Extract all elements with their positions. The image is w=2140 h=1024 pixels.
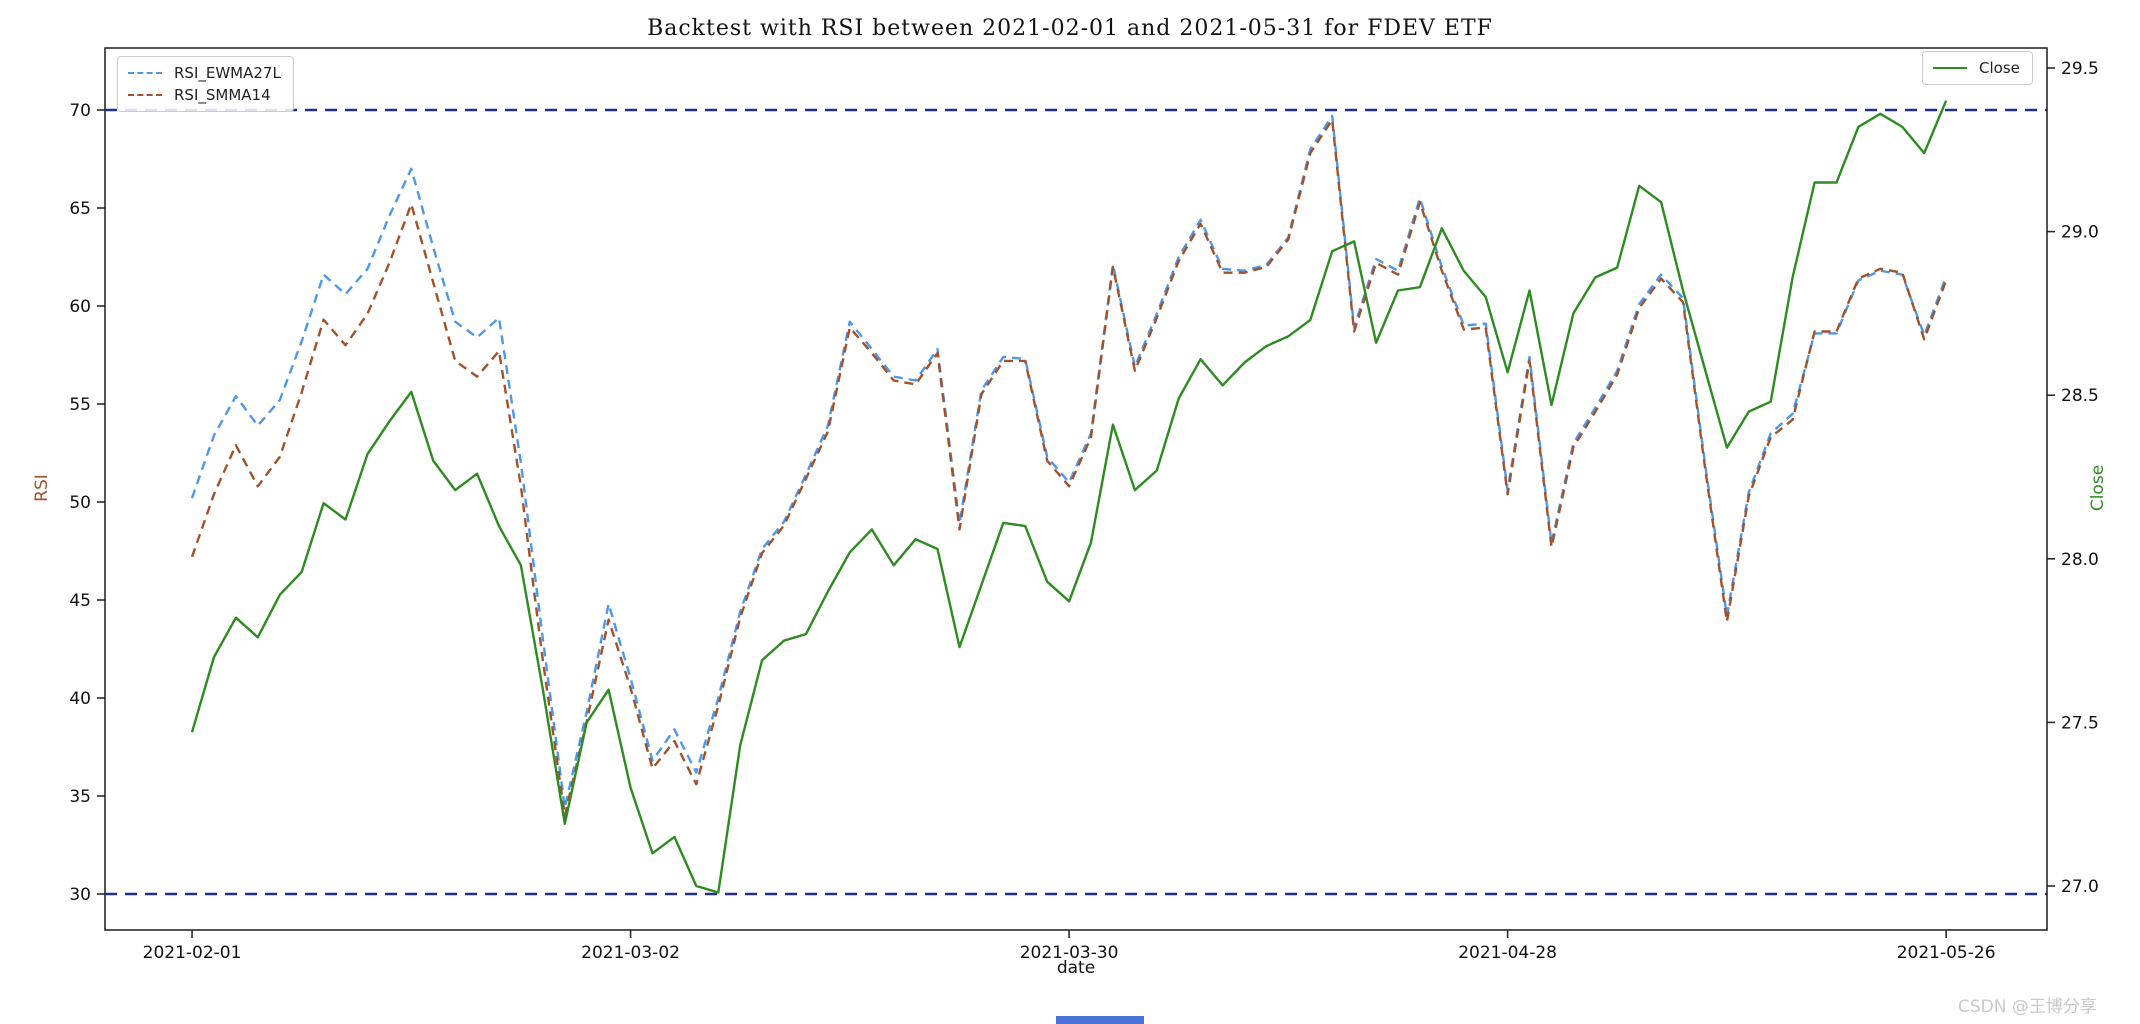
rsi-ewma-line-swatch [128,72,162,74]
legend-item-rsi-ewma: RSI_EWMA27L [128,62,281,84]
legend-label-close: Close [1979,59,2020,77]
legend-rsi: RSI_EWMA27L RSI_SMMA14 [117,56,294,112]
x-tick-label: 2021-03-30 [1020,943,1119,963]
left-tick-label: 60 [69,297,91,317]
legend-item-close: Close [1933,57,2020,79]
left-tick-label: 40 [69,689,91,709]
right-tick-label: 29.0 [2061,223,2099,243]
right-tick-label: 29.5 [2061,59,2099,79]
series-line-close [190,100,1948,894]
page-fragment-bar [1056,1016,1144,1024]
legend-label-rsi-ewma: RSI_EWMA27L [174,64,281,82]
x-tick-label: 2021-03-02 [581,943,680,963]
close-line-swatch [1933,67,1967,69]
legend-item-rsi-smma: RSI_SMMA14 [128,84,281,106]
right-tick-label: 27.0 [2061,877,2099,897]
axes-spines [104,47,2048,931]
left-tick-label: 55 [69,395,91,415]
x-tick-label: 2021-05-26 [1897,943,1996,963]
x-axis-label: date [1056,958,1096,978]
right-tick-label: 28.5 [2061,386,2099,406]
left-tick-label: 70 [69,101,91,121]
right-tick-label: 27.5 [2061,713,2099,733]
left-tick-label: 30 [69,885,91,905]
x-tick-label: 2021-02-01 [143,943,242,963]
left-tick-label: 35 [69,787,91,807]
right-axis-label: Close [2088,464,2108,512]
right-tick-label: 28.0 [2061,550,2099,570]
series-line-rsi_ewma27l [190,114,1948,809]
left-tick-label: 45 [69,591,91,611]
left-tick-label: 65 [69,199,91,219]
legend-close: Close [1922,51,2033,85]
series-line-rsi_smma14 [190,118,1948,817]
rsi-smma-line-swatch [128,94,162,96]
x-tick-label: 2021-04-28 [1458,943,1557,963]
left-axis-label: RSI [32,474,52,502]
left-tick-label: 50 [69,493,91,513]
legend-label-rsi-smma: RSI_SMMA14 [174,86,271,104]
watermark-text: CSDN @王博分享 [1958,997,2097,1017]
chart-title: Backtest with RSI between 2021-02-01 and… [647,16,1493,41]
